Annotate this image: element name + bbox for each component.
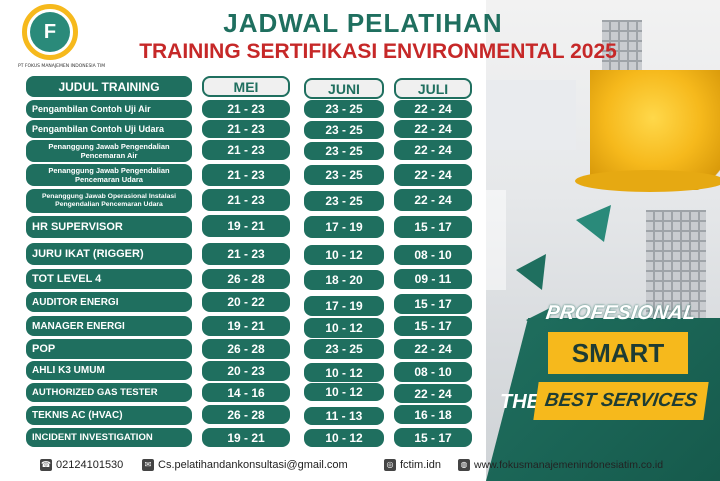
hard-hat-brim <box>575 170 720 192</box>
training-name: AUTHORIZED GAS TESTER <box>26 383 192 402</box>
footer-phone[interactable]: ☎ 02124101530 <box>40 459 123 471</box>
date-mei: 19 - 21 <box>202 316 290 336</box>
date-juni: 23 - 25 <box>304 142 384 160</box>
date-mei: 21 - 23 <box>202 140 290 160</box>
date-juli: 22 - 24 <box>394 339 472 359</box>
date-juli: 15 - 17 <box>394 316 472 336</box>
phone-number: 02124101530 <box>56 459 124 471</box>
date-juli: 22 - 24 <box>394 140 472 160</box>
date-mei: 19 - 21 <box>202 428 290 447</box>
website-url: www.fokusmanajemenindonesiatim.co.id <box>474 459 664 471</box>
date-mei: 21 - 23 <box>202 189 290 211</box>
header-judul-training: JUDUL TRAINING <box>26 76 192 97</box>
date-juni: 23 - 25 <box>304 165 384 185</box>
company-logo: F PT FOKUS MANAJEMEN INDONESIA TIM <box>16 4 105 74</box>
date-juni: 10 - 12 <box>304 245 384 265</box>
footer-instagram[interactable]: ◎ fctim.idn <box>384 459 441 471</box>
email-address: Cs.pelatihandankonsultasi@gmail.com <box>158 459 348 471</box>
date-juli: 22 - 24 <box>394 100 472 118</box>
date-juli: 08 - 10 <box>394 362 472 382</box>
page-subtitle: TRAINING SERTIFIKASI ENVIRONMENTAL 2025 <box>139 40 617 63</box>
training-name: HR SUPERVISOR <box>26 216 192 238</box>
slogan-then: THEN <box>500 391 555 413</box>
date-juli: 09 - 11 <box>394 269 472 289</box>
training-name: AUDITOR ENERGI <box>26 292 192 312</box>
date-juni: 23 - 25 <box>304 191 384 211</box>
training-name: JURU IKAT (RIGGER) <box>26 243 192 265</box>
date-mei: 21 - 23 <box>202 243 290 265</box>
date-mei: 21 - 23 <box>202 100 290 118</box>
date-mei: 21 - 23 <box>202 120 290 138</box>
training-name: INCIDENT INVESTIGATION <box>26 428 192 447</box>
header-juni: JUNI <box>304 78 384 99</box>
training-name: TEKNIS AC (HVAC) <box>26 406 192 425</box>
page-title: JADWAL PELATIHAN <box>223 8 503 38</box>
date-juli: 22 - 24 <box>394 164 472 186</box>
training-name: Penanggung Jawab Pengendalian Pencemaran… <box>26 164 192 186</box>
date-juli: 08 - 10 <box>394 245 472 265</box>
training-name: Penanggung Jawab Pengendalian Pencemaran… <box>26 140 192 162</box>
date-juni: 11 - 13 <box>304 407 384 425</box>
date-juli: 15 - 17 <box>394 428 472 447</box>
training-name: Pengambilan Contoh Uji Udara <box>26 120 192 138</box>
date-juli: 16 - 18 <box>394 405 472 424</box>
date-juli: 22 - 24 <box>394 120 472 138</box>
training-name: TOT LEVEL 4 <box>26 269 192 289</box>
date-juni: 10 - 12 <box>304 429 384 447</box>
footer-website[interactable]: ◍ www.fokusmanajemenindonesiatim.co.id <box>458 459 663 471</box>
date-juni: 17 - 19 <box>304 296 384 316</box>
date-mei: 14 - 16 <box>202 383 290 402</box>
date-mei: 20 - 22 <box>202 292 290 312</box>
date-juni: 10 - 12 <box>304 318 384 338</box>
logo-mark: F <box>30 12 70 52</box>
date-juli: 22 - 24 <box>394 189 472 211</box>
globe-icon: ◍ <box>458 459 470 471</box>
slogan-profesional: PROFESIONAL <box>544 302 698 324</box>
date-mei: 26 - 28 <box>202 339 290 359</box>
date-juni: 10 - 12 <box>304 363 384 382</box>
date-mei: 26 - 28 <box>202 269 290 289</box>
footer-email[interactable]: ✉ Cs.pelatihandankonsultasi@gmail.com <box>142 459 348 471</box>
header-juli: JULI <box>394 78 472 99</box>
date-juli: 15 - 17 <box>394 294 472 314</box>
slogan-smart: SMART <box>548 332 688 374</box>
date-juli: 22 - 24 <box>394 384 472 403</box>
date-mei: 20 - 23 <box>202 361 290 381</box>
instagram-icon: ◎ <box>384 459 396 471</box>
date-juni: 17 - 19 <box>304 216 384 238</box>
training-name: Pengambilan Contoh Uji Air <box>26 100 192 118</box>
date-juni: 23 - 25 <box>304 100 384 118</box>
instagram-handle: fctim.idn <box>400 459 441 471</box>
date-mei: 21 - 23 <box>202 164 290 186</box>
logo-caption: PT FOKUS MANAJEMEN INDONESIA TIM <box>18 64 106 69</box>
phone-icon: ☎ <box>40 459 52 471</box>
training-name: MANAGER ENERGI <box>26 316 192 336</box>
slogan-best-services: BEST SERVICES <box>533 382 709 420</box>
date-juni: 18 - 20 <box>304 270 384 290</box>
date-juni: 23 - 25 <box>304 121 384 139</box>
date-juni: 10 - 12 <box>304 383 384 401</box>
training-name: POP <box>26 339 192 359</box>
email-icon: ✉ <box>142 459 154 471</box>
contact-footer: ☎ 02124101530 ✉ Cs.pelatihandankonsultas… <box>0 452 720 481</box>
header-mei: MEI <box>202 76 290 97</box>
training-name: AHLI K3 UMUM <box>26 361 192 380</box>
date-mei: 19 - 21 <box>202 215 290 237</box>
date-juli: 15 - 17 <box>394 216 472 238</box>
date-mei: 26 - 28 <box>202 405 290 424</box>
date-juni: 23 - 25 <box>304 339 384 359</box>
training-name: Penanggung Jawab Operasional Instalasi P… <box>26 189 192 213</box>
